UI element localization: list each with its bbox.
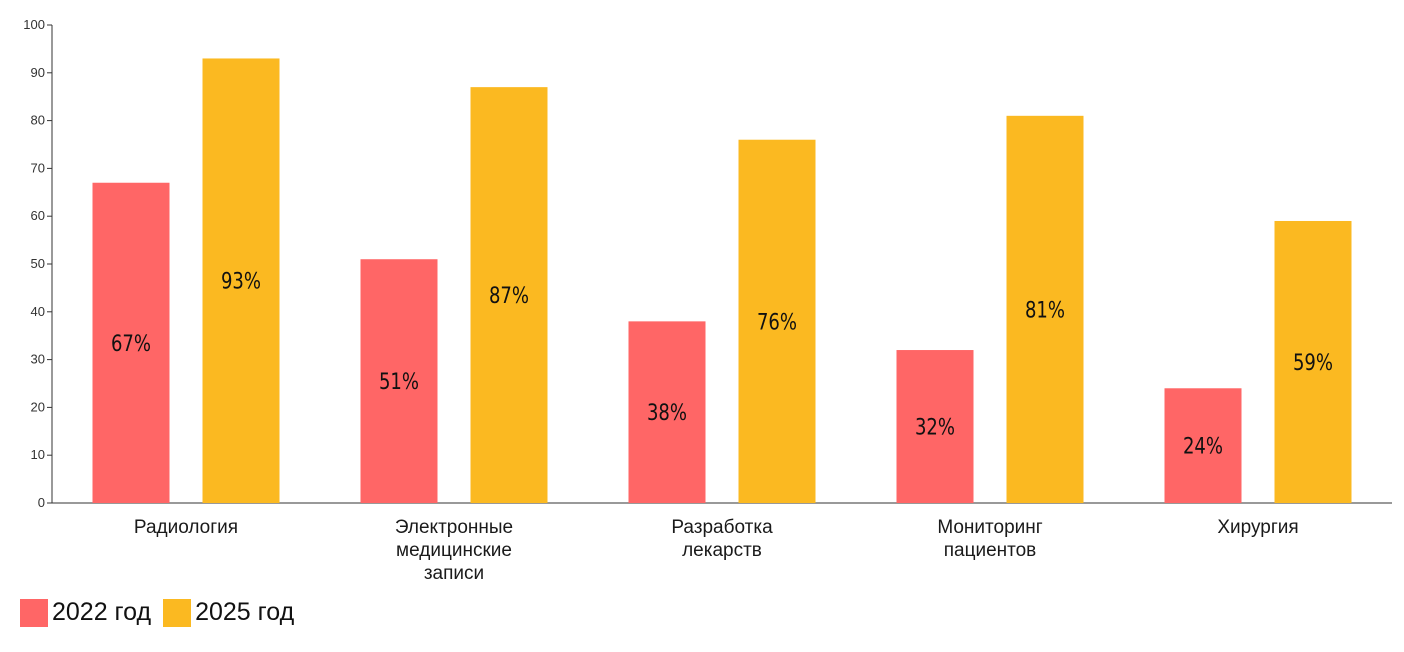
legend-swatch-2022 [20, 598, 48, 627]
category-label: Радиология [134, 517, 238, 538]
data-label: 93% [221, 268, 261, 294]
data-label: 76% [757, 309, 797, 335]
data-label: 32% [915, 414, 955, 440]
category-label: пациентов [944, 540, 1037, 561]
bar-2025-3[interactable] [1006, 115, 1084, 503]
y-tick-label: 30 [31, 352, 45, 367]
y-tick-label: 90 [31, 65, 45, 80]
bar-2022-2[interactable] [628, 321, 706, 503]
y-tick-label: 40 [31, 304, 45, 319]
bar-2022-1[interactable] [360, 259, 438, 503]
category-label: Мониторинг [937, 517, 1042, 538]
data-label: 81% [1025, 297, 1065, 323]
legend-swatch-2025 [163, 598, 192, 627]
data-label: 51% [379, 368, 419, 394]
y-tick-label: 20 [31, 399, 45, 414]
bars: 67% 93% 51% 87% 38% 76% 32% 81% 24% 59% [92, 58, 1352, 504]
y-tick-label: 0 [38, 495, 45, 510]
data-label: 24% [1183, 433, 1223, 459]
y-tick-label: 10 [31, 447, 45, 462]
bar-2025-0[interactable] [202, 58, 280, 504]
bar-2025-2[interactable] [738, 139, 816, 503]
bar-2025-1[interactable] [470, 87, 548, 503]
legend-label-2022: 2022 год [52, 598, 152, 626]
bar-2022-3[interactable] [896, 350, 974, 503]
category-label: медицинские [396, 540, 512, 561]
y-tick-label: 100 [23, 17, 45, 32]
legend-item-2025[interactable]: 2025 год [163, 598, 294, 627]
bar-2025-4[interactable] [1274, 220, 1352, 504]
category-label: Хирургия [1217, 517, 1298, 538]
category-label: Электронные [395, 517, 513, 538]
category-label: лекарств [682, 540, 762, 561]
data-label: 67% [111, 330, 151, 356]
bar-2022-4[interactable] [1164, 388, 1242, 503]
legend-label-2025: 2025 год [195, 598, 295, 626]
legend-item-2022[interactable]: 2022 год [20, 598, 151, 627]
category-label: записи [424, 563, 484, 584]
data-label: 59% [1293, 349, 1333, 375]
y-axis: 0 10 20 30 40 50 60 70 80 90 100 [23, 17, 53, 510]
y-tick-label: 80 [31, 113, 45, 128]
y-tick-label: 70 [31, 160, 45, 175]
category-label: Разработка [671, 517, 773, 538]
data-label: 38% [647, 399, 687, 425]
data-label: 87% [489, 282, 529, 308]
bar-2022-0[interactable] [92, 182, 170, 504]
y-tick-label: 60 [31, 208, 45, 223]
legend: 2022 год 2025 год [20, 598, 306, 627]
y-tick-label: 50 [31, 256, 45, 271]
